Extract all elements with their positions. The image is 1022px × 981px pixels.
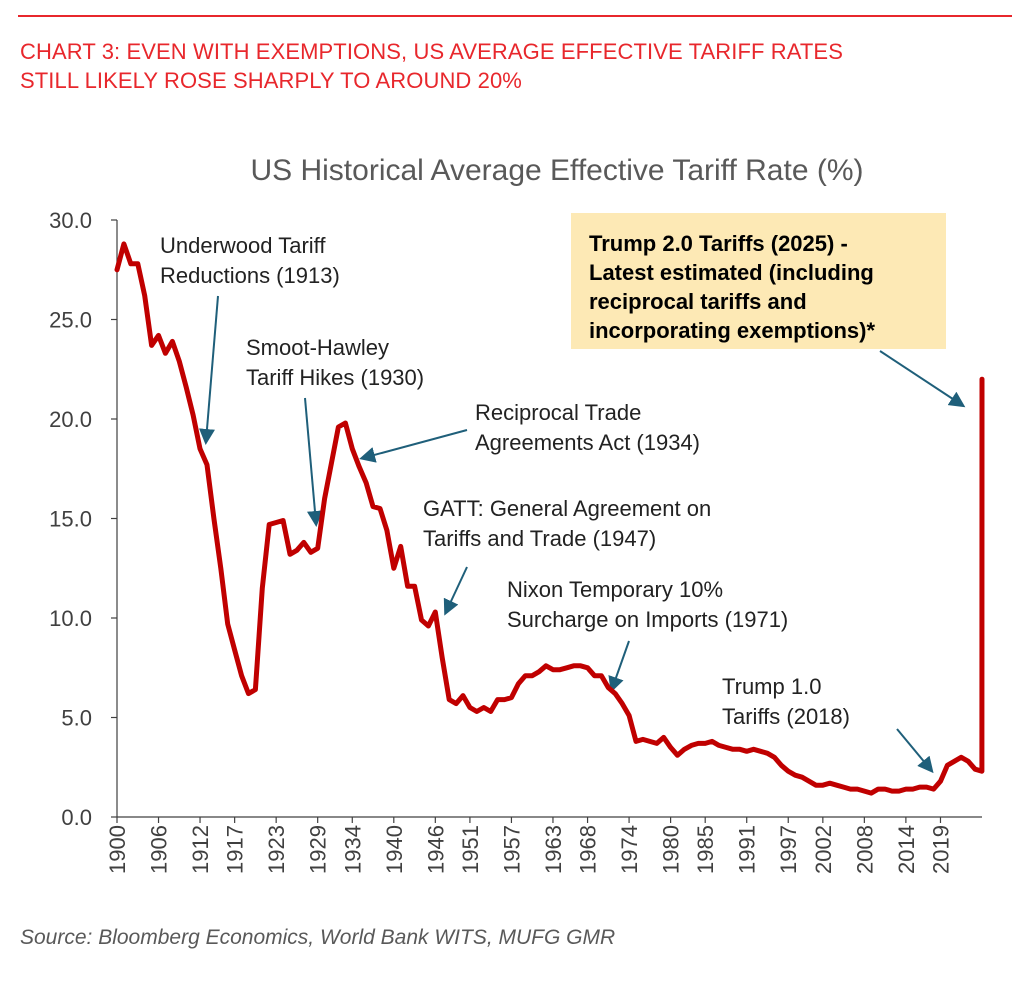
x-tick-label: 2019 — [928, 825, 953, 874]
source-note: Source: Bloomberg Economics, World Bank … — [20, 926, 616, 949]
annotation-rtaa-arrow — [359, 429, 468, 463]
annotation-trump1-line: Trump 1.0 — [722, 674, 821, 699]
x-tick-label: 1997 — [776, 825, 801, 874]
annotation-gatt-arrow — [443, 566, 468, 616]
chart-title: US Historical Average Effective Tariff R… — [250, 154, 863, 187]
top-rule — [18, 15, 1012, 17]
annotation-trump2-line: Trump 2.0 Tariffs (2025) - — [589, 231, 848, 256]
x-tick-label: 1912 — [188, 825, 213, 874]
annotations: Underwood Tariff Reductions (1913) Smoot-H… — [160, 213, 966, 774]
x-tick-label: 1917 — [223, 825, 248, 874]
headline-line-1: CHART 3: EVEN WITH EXEMPTIONS, US AVERAG… — [20, 39, 843, 64]
annotation-trump1-line: Tariffs (2018) — [722, 704, 850, 729]
annotation-trump2-line: incorporating exemptions)* — [589, 318, 875, 343]
axes: 0.0 5.0 10.0 15.0 20.0 25.0 30.0 1900 1906 1912 19… — [49, 208, 982, 874]
annotation-underwood-arrow — [199, 295, 219, 445]
x-tick-label: 1940 — [382, 825, 407, 874]
annotation-nixon-line: Nixon Temporary 10% — [507, 577, 723, 602]
annotation-gatt-line: Tariffs and Trade (1947) — [423, 526, 656, 551]
x-tick-label: 2002 — [811, 825, 836, 874]
y-tick-label: 10.0 — [49, 606, 92, 631]
annotation-trump1-arrow — [896, 728, 934, 774]
x-tick-label: 2014 — [894, 825, 919, 874]
annotation-gatt-line: GATT: General Agreement on — [423, 496, 711, 521]
annotation-rtaa-line: Reciprocal Trade — [475, 400, 641, 425]
headline-line-2: STILL LIKELY ROSE SHARPLY TO AROUND 20% — [20, 68, 522, 93]
x-tick-label: 1906 — [147, 825, 172, 874]
y-tick-label: 15.0 — [49, 507, 92, 532]
x-tick-label: 1951 — [458, 825, 483, 874]
x-tick-label: 1934 — [340, 825, 365, 874]
annotation-nixon-arrow — [608, 640, 630, 693]
annotation-smoot-line: Tariff Hikes (1930) — [246, 365, 424, 390]
callout-box-trump2 — [571, 213, 946, 349]
x-tick-label: 1974 — [617, 825, 642, 874]
y-tick-label: 0.0 — [61, 805, 92, 830]
y-tick-label: 5.0 — [61, 706, 92, 731]
annotation-trump2-arrow — [879, 350, 966, 408]
x-tick-label: 1985 — [693, 825, 718, 874]
x-tick-label: 1957 — [499, 825, 524, 874]
annotation-smoot-line: Smoot-Hawley — [246, 335, 389, 360]
annotation-underwood-line: Reductions (1913) — [160, 263, 340, 288]
x-tick-label: 1929 — [306, 825, 331, 874]
annotation-rtaa-line: Agreements Act (1934) — [475, 430, 700, 455]
series-line-tariff-rate — [114, 241, 985, 796]
x-tick-label: 1900 — [105, 825, 130, 874]
annotation-trump2-line: Latest estimated (including — [589, 260, 874, 285]
annotation-underwood-line: Underwood Tariff — [160, 233, 326, 258]
y-tick-label: 25.0 — [49, 308, 92, 333]
series-layer — [114, 241, 985, 796]
annotation-nixon-line: Surcharge on Imports (1971) — [507, 607, 788, 632]
x-tick-label: 1991 — [735, 825, 760, 874]
annotation-trump2-line: reciprocal tariffs and — [589, 289, 807, 314]
x-tick-label: 1968 — [576, 825, 601, 874]
x-tick-label: 1980 — [659, 825, 684, 874]
y-tick-label: 20.0 — [49, 407, 92, 432]
x-tick-label: 1963 — [541, 825, 566, 874]
x-tick-label: 2008 — [852, 825, 877, 874]
chart-headline: CHART 3: EVEN WITH EXEMPTIONS, US AVERAG… — [20, 37, 1010, 95]
annotation-smoot-arrow — [304, 397, 323, 527]
x-tick-label: 1946 — [423, 825, 448, 874]
x-tick-label: 1923 — [264, 825, 289, 874]
y-tick-label: 30.0 — [49, 208, 92, 233]
